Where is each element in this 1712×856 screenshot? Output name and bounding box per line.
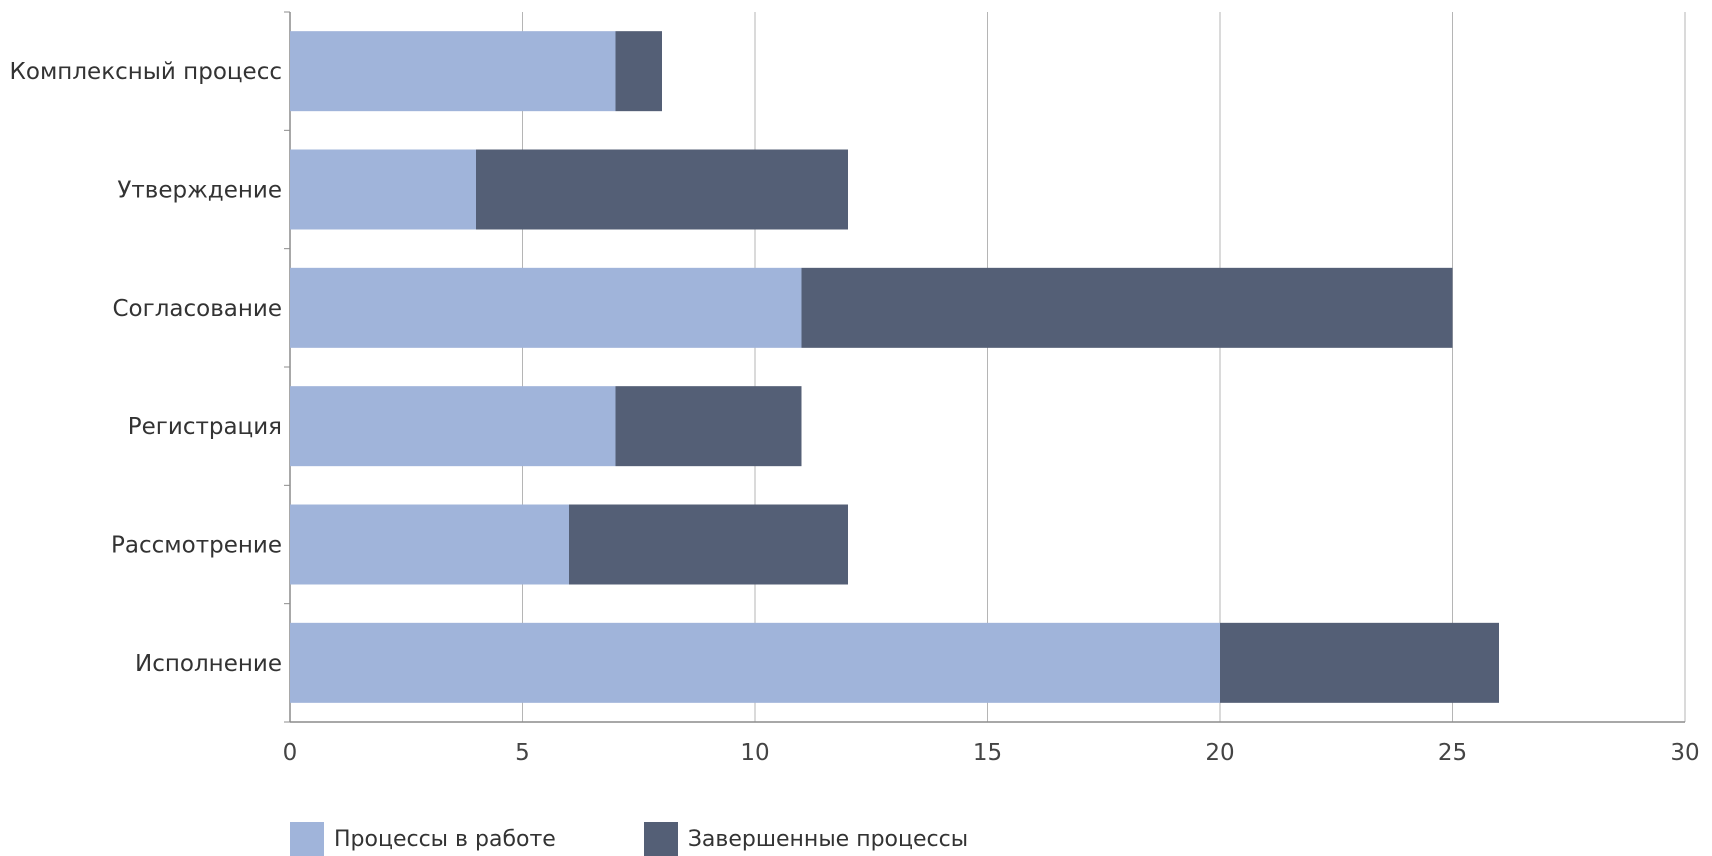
bar-completed-5: [1220, 622, 1499, 703]
category-label-2: Согласование: [112, 296, 282, 322]
category-label-0: Комплексный процесс: [10, 59, 282, 85]
x-tick-label-25: 25: [1438, 740, 1467, 766]
legend-item-in-progress: Процессы в работе: [290, 822, 556, 856]
bar-in-progress-4: [290, 504, 569, 585]
bar-in-progress-5: [290, 622, 1220, 703]
x-tick-label-30: 30: [1670, 740, 1699, 766]
x-tick-label-20: 20: [1205, 740, 1234, 766]
bar-completed-0: [615, 31, 662, 112]
bar-in-progress-2: [290, 267, 802, 348]
category-label-4: Рассмотрение: [111, 533, 282, 559]
legend-label-completed: Завершенные процессы: [687, 826, 969, 852]
x-tick-label-10: 10: [740, 740, 769, 766]
legend-item-completed: Завершенные процессы: [643, 822, 969, 856]
category-label-3: Регистрация: [128, 414, 282, 440]
bar-completed-4: [569, 504, 848, 585]
bar-in-progress-1: [290, 149, 476, 230]
x-tick-label-5: 5: [515, 740, 530, 766]
x-tick-label-15: 15: [973, 740, 1002, 766]
bar-completed-2: [801, 267, 1453, 348]
chart-legend: Процессы в работе Завершенные процессы: [290, 822, 968, 856]
legend-swatch-in-progress: [290, 822, 324, 856]
legend-swatch-completed: [643, 822, 678, 856]
legend-label-in-progress: Процессы в работе: [334, 826, 556, 852]
bar-completed-3: [615, 386, 802, 467]
category-label-1: Утверждение: [117, 178, 282, 204]
bar-in-progress-0: [290, 31, 616, 112]
bar-completed-1: [476, 149, 848, 230]
bar-in-progress-3: [290, 386, 616, 467]
x-tick-label-0: 0: [283, 740, 298, 766]
category-label-5: Исполнение: [135, 651, 282, 677]
